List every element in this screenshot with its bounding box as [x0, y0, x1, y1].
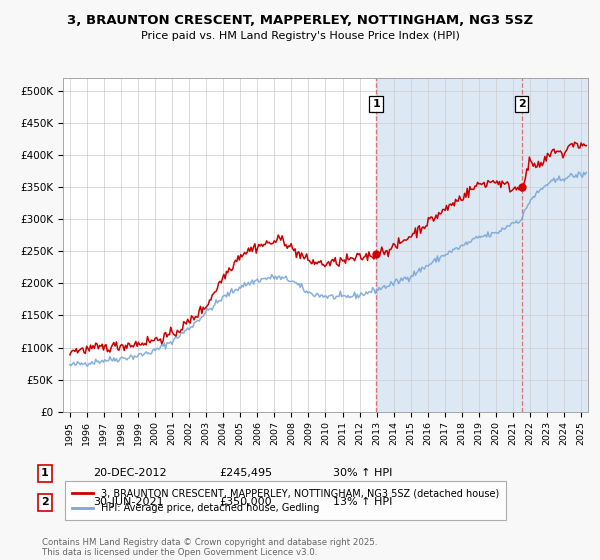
Text: £245,495: £245,495 — [219, 468, 272, 478]
Text: 13% ↑ HPI: 13% ↑ HPI — [333, 497, 392, 507]
Bar — [376, 78, 588, 412]
Text: 1: 1 — [372, 99, 380, 109]
Text: 30% ↑ HPI: 30% ↑ HPI — [333, 468, 392, 478]
Text: 2: 2 — [41, 497, 49, 507]
Text: 1: 1 — [41, 468, 49, 478]
Text: £350,000: £350,000 — [219, 497, 272, 507]
Legend: 3, BRAUNTON CRESCENT, MAPPERLEY, NOTTINGHAM, NG3 5SZ (detached house), HPI: Aver: 3, BRAUNTON CRESCENT, MAPPERLEY, NOTTING… — [65, 482, 506, 520]
Text: 2: 2 — [518, 99, 526, 109]
Text: 3, BRAUNTON CRESCENT, MAPPERLEY, NOTTINGHAM, NG3 5SZ: 3, BRAUNTON CRESCENT, MAPPERLEY, NOTTING… — [67, 14, 533, 27]
Text: 20-DEC-2012: 20-DEC-2012 — [93, 468, 167, 478]
Text: Price paid vs. HM Land Registry's House Price Index (HPI): Price paid vs. HM Land Registry's House … — [140, 31, 460, 41]
Text: 30-JUN-2021: 30-JUN-2021 — [93, 497, 164, 507]
Text: Contains HM Land Registry data © Crown copyright and database right 2025.
This d: Contains HM Land Registry data © Crown c… — [42, 538, 377, 557]
